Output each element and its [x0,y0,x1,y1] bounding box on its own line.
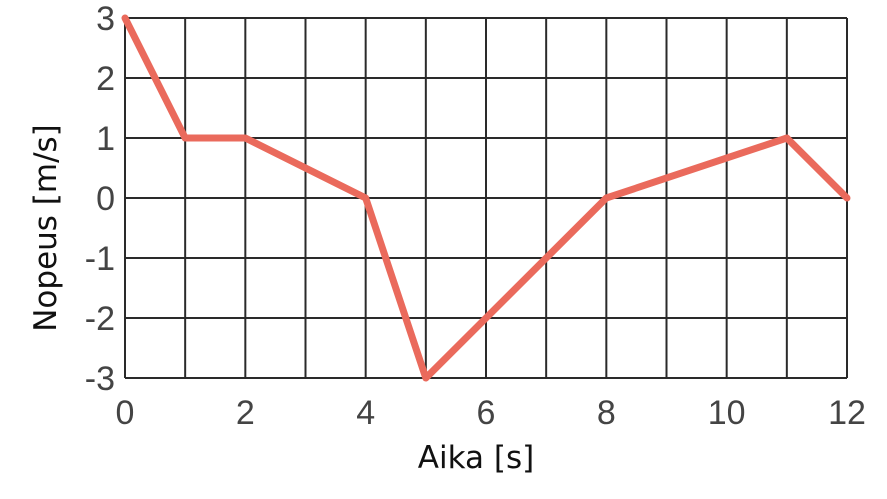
y-tick-label: -3 [85,360,115,398]
y-tick-label: 3 [96,0,115,38]
x-tick-label: 12 [828,394,866,432]
x-tick-label: 0 [116,394,135,432]
x-tick-label: 6 [477,394,496,432]
series-line-0 [121,14,851,382]
y-tick-label: 2 [96,60,115,98]
x-tick-label: 10 [708,394,746,432]
x-tick-label: 8 [597,394,616,432]
x-tick-label: 2 [236,394,255,432]
y-tick-label: 0 [96,180,115,218]
y-tick-label: -2 [85,300,115,338]
x-tick-label: 4 [356,394,375,432]
series-layer [121,14,851,382]
x-axis-title: Aika [s] [418,440,534,476]
y-tick-labels: 3 2 1 0 -1 -2 -3 [85,0,115,398]
x-tick-labels: 0 2 4 6 8 10 12 [116,394,866,432]
y-tick-label: 1 [96,120,115,158]
grid [124,17,848,379]
y-axis-title: Nopeus [m/s] [28,124,64,332]
y-tick-label: -1 [85,240,115,278]
